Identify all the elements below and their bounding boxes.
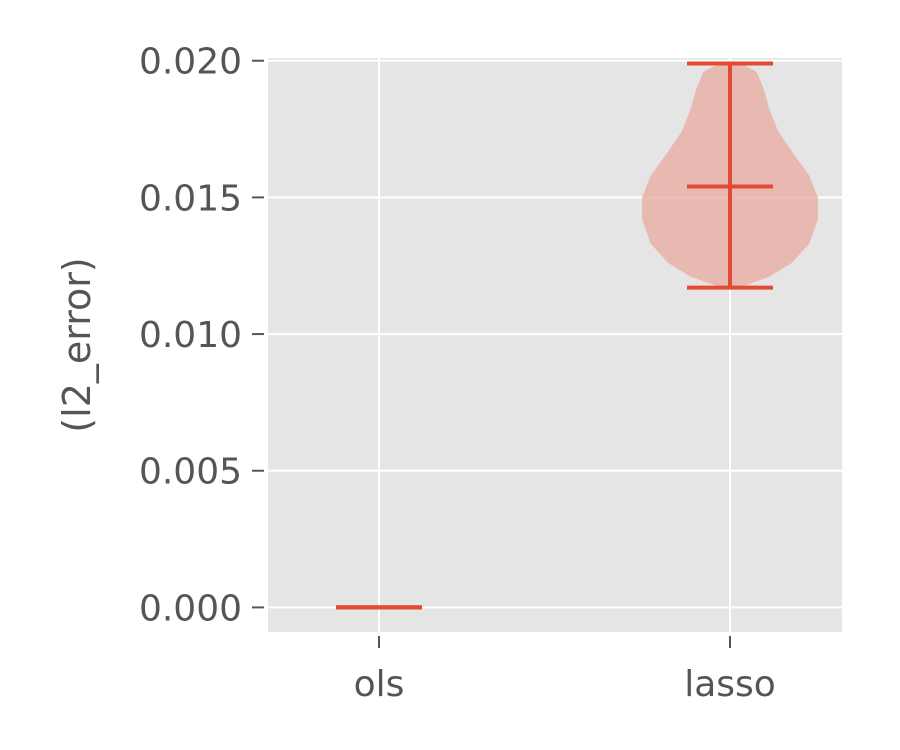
y-axis-ticks: 0.000 0.005 0.010 0.015 0.020 [139,42,264,629]
y-tick-label: 0.000 [139,588,242,629]
x-axis-ticks: ols lasso [354,636,776,705]
y-tick-label: 0.010 [139,315,242,356]
y-tick-label: 0.020 [139,42,242,83]
x-tick-label-ols: ols [354,664,405,705]
y-tick-label: 0.015 [139,178,242,219]
y-axis-label: (l2_error) [55,257,99,432]
y-tick-label: 0.005 [139,452,242,493]
x-tick-label-lasso: lasso [684,664,776,705]
violin-bodies [336,61,818,610]
